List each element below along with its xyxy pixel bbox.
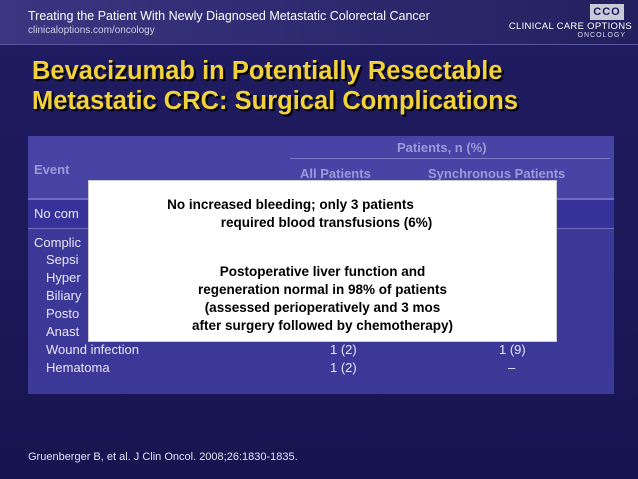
logo-name: CLINICAL CARE OPTIONS: [508, 21, 632, 32]
cell-all-patients: 1 (2): [330, 360, 357, 375]
citation: Gruenberger B, et al. J Clin Oncol. 2008…: [28, 451, 298, 463]
sub-row-label: Biliary: [46, 288, 82, 303]
slide-title: Bevacizumab in Potentially Resectable Me…: [32, 56, 612, 116]
sub-row-label: Sepsi: [46, 252, 79, 267]
callout-box: No increased bleeding; only 3 patients r…: [88, 180, 557, 342]
header-all-patients: All Patients: [300, 166, 371, 181]
logo-subtitle: ONCOLOGY: [577, 32, 626, 39]
header-event: Event: [34, 162, 70, 177]
callout-line-3: Postoperative liver function and: [219, 264, 426, 279]
slide-title-line-2: Metastatic CRC: Surgical Complications: [32, 87, 519, 115]
header-synchronous-patients: Synchronous Patients: [428, 166, 566, 181]
slide-title-line-1: Bevacizumab in Potentially Resectable: [32, 57, 503, 85]
course-title: Treating the Patient With Newly Diagnose…: [28, 9, 430, 23]
cell-synchronous-patients: 1 (9): [499, 342, 526, 357]
sub-row-label: Posto: [46, 306, 80, 321]
callout-line-6: after surgery followed by chemotherapy): [191, 318, 454, 333]
header-span-rule: [290, 158, 610, 159]
sub-row-label: Hematoma: [46, 360, 110, 375]
callout-line-5: (assessed perioperatively and 3 mos: [204, 300, 441, 315]
clinical-care-options-logo: CCO CLINICAL CARE OPTIONS ONCOLOGY: [509, 4, 632, 40]
callout-line-2: required blood transfusions (6%): [220, 215, 433, 230]
sub-row-label: Anast: [46, 324, 80, 339]
cell-all-patients: 1 (2): [330, 342, 357, 357]
row-label-no-complications: No com: [34, 206, 79, 221]
header-group-patients: Patients, n (%): [397, 140, 487, 155]
sub-row-label: Hyper: [46, 270, 81, 285]
sub-row-label: Wound infection: [46, 342, 139, 357]
row-label-complications: Complic: [34, 235, 81, 250]
course-url: clinicaloptions.com/oncology: [28, 25, 155, 36]
callout-line-4: regeneration normal in 98% of patients: [197, 282, 448, 297]
logo-badge: CCO: [590, 4, 624, 20]
callout-line-1: No increased bleeding; only 3 patients: [167, 197, 414, 212]
cell-synchronous-patients: –: [508, 360, 516, 375]
top-banner: Treating the Patient With Newly Diagnose…: [0, 0, 638, 45]
